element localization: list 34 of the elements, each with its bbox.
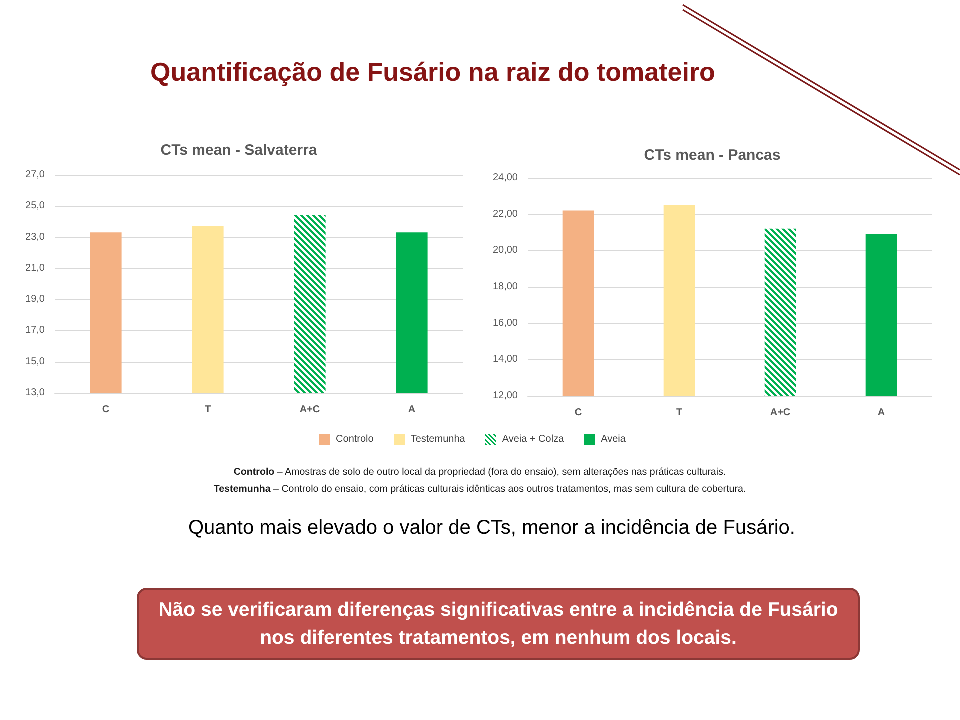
y-tick-label: 18,00 [492, 282, 518, 292]
y-tick-label: 25,0 [26, 200, 46, 212]
y-tick-label: 14,00 [492, 354, 518, 366]
x-tick-label: T [676, 408, 683, 418]
y-tick-label: 23,0 [26, 232, 46, 243]
x-tick-label: C [574, 408, 582, 418]
x-tick-label: A [878, 408, 886, 418]
x-tick-label: C [102, 404, 110, 416]
y-tick-label: 22,00 [492, 208, 518, 220]
legend-label: Aveia [601, 434, 626, 445]
text: Não se verificaram diferenças significativas entre a incidência de Fusário nos diferentes tratamentos, em nenhum dos locais. [158, 598, 840, 651]
y-tick-label: 17,0 [26, 325, 46, 336]
chart-title: CTs mean - Pancas [644, 147, 781, 164]
legend-label: Aveia + Colza [502, 434, 564, 445]
text: Testemunha – Controlo do ensaio, com práticas culturais idênticas aos outros tratamentos, mas sem cultura de cobertura. [212, 483, 748, 497]
chart-title: CTs mean - Salvaterra [160, 142, 318, 159]
y-tick-label: 12,00 [492, 390, 518, 402]
y-tick-label: 20,00 [492, 245, 518, 256]
x-tick-label: A [408, 404, 416, 416]
legend-label: Testemunha [410, 434, 466, 445]
x-tick-label: A+C [770, 408, 791, 418]
y-tick-label: 15,0 [26, 356, 46, 368]
legend-label: Controlo [336, 434, 374, 445]
y-tick-label: 21,0 [26, 262, 46, 274]
text: Quantificação de Fusário na raiz do tomateiro [150, 56, 716, 88]
text: Quanto mais elevado o valor de CTs, menor a incidência de Fusário. [188, 516, 796, 541]
y-tick-label: 24,00 [492, 172, 518, 184]
y-tick-label: 27,0 [26, 170, 46, 180]
text: Controlo – Amostras de solo de outro local da propriedad (fora do ensaio), sem alterações nas práticas culturais. [232, 466, 728, 480]
y-tick-label: 19,0 [26, 294, 46, 306]
x-tick-label: T [204, 404, 212, 416]
y-tick-label: 13,0 [26, 388, 46, 398]
x-tick-label: A+C [300, 404, 320, 416]
y-tick-label: 16,00 [492, 318, 518, 329]
